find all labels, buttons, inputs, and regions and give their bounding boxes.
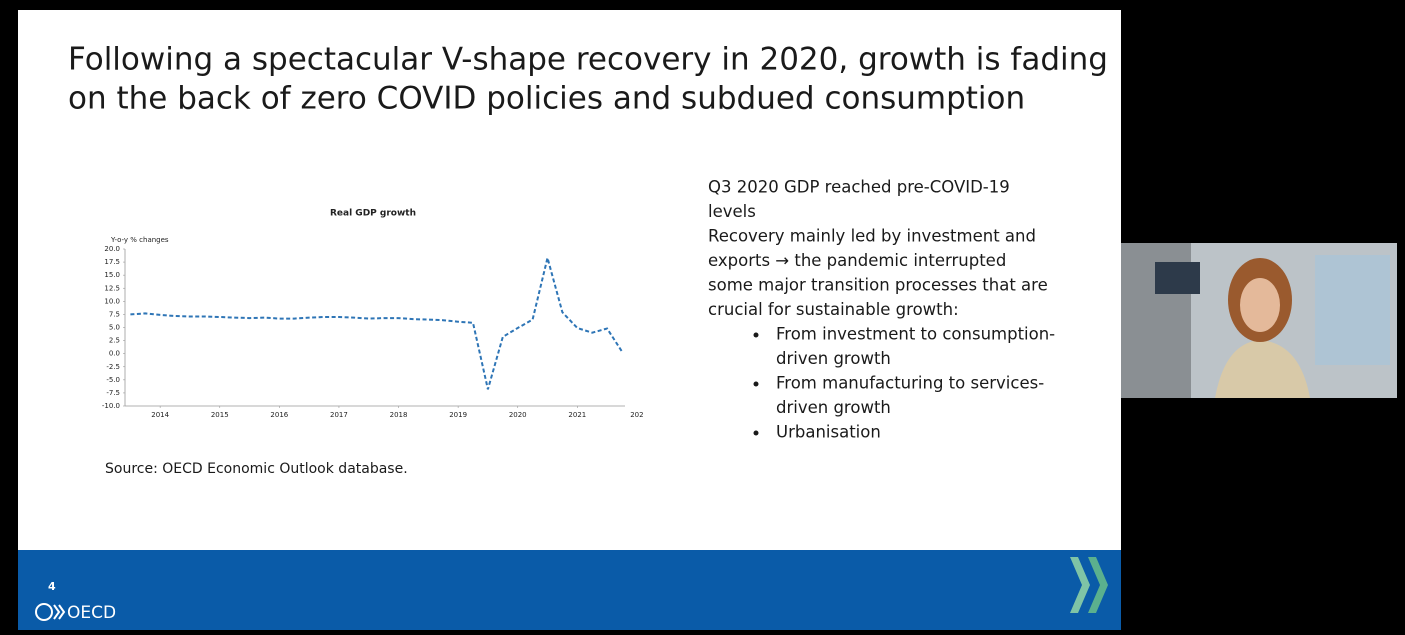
y-tick-label: 7.5 [109,310,120,318]
bullet-dot [753,430,759,436]
paragraph-line: some major transition processes that are [708,276,1048,295]
y-tick-label: 5.0 [109,324,120,332]
paragraph-line: exports → the pandemic interrupted [708,251,1006,270]
x-tick-label: 2015 [211,411,229,419]
slide [18,10,1121,550]
paragraph-line: levels [708,202,756,221]
webcam-video [1121,243,1397,398]
bullet-line: driven growth [776,398,891,417]
y-tick-label: 0.0 [109,350,120,358]
x-tick-label: 2020 [509,411,527,419]
paragraph-line: Q3 2020 GDP reached pre-COVID-19 [708,178,1010,197]
y-tick-label: -10.0 [102,402,120,410]
y-tick-label: -2.5 [106,363,120,371]
video-person-face [1240,278,1280,332]
bullet-line: Urbanisation [776,423,881,442]
slide-title: Following a spectacular V-shape recovery… [68,42,1108,78]
video-poster [1155,262,1200,294]
y-tick-label: 20.0 [104,245,120,253]
x-tick-label: 2019 [449,411,467,419]
chart-title: Real GDP growth [330,209,416,219]
y-axis-label: Y-o-y % changes [110,236,169,244]
footer-band [18,550,1121,630]
logo-globe [35,603,53,621]
chevron [1070,557,1090,613]
video-photos [1315,255,1390,365]
chevron [1088,557,1108,613]
chevron-mark [1070,557,1108,613]
y-tick-label: 2.5 [109,337,120,345]
y-tick-label: 10.0 [104,297,120,305]
slide-title: on the back of zero COVID policies and s… [68,81,1025,117]
bullet-dot [753,381,759,387]
x-tick-label: 2014 [151,411,169,419]
y-tick-label: -5.0 [106,376,120,384]
y-tick-label: -7.5 [106,389,120,397]
x-tick-label: 202 [630,411,643,419]
y-tick-label: 17.5 [104,258,120,266]
bullet-dot [753,332,759,338]
page-number: 4 [48,580,56,593]
logo-chevrons [53,604,66,620]
paragraph-line: crucial for sustainable growth: [708,300,959,319]
bullet-line: driven growth [776,349,891,368]
x-tick-label: 2016 [270,411,288,419]
source-note: Source: OECD Economic Outlook database. [105,461,408,477]
x-tick-label: 2021 [568,411,586,419]
oecd-logo: OECD [35,603,116,623]
x-tick-label: 2018 [390,411,408,419]
y-tick-label: 15.0 [104,271,120,279]
logo-text: OECD [67,603,116,623]
bullet-line: From manufacturing to services- [776,374,1044,393]
video-person-body [1215,340,1310,398]
bullet-line: From investment to consumption- [776,325,1055,344]
paragraph-line: Recovery mainly led by investment and [708,227,1036,246]
y-tick-label: 12.5 [104,284,120,292]
x-tick-label: 2017 [330,411,348,419]
